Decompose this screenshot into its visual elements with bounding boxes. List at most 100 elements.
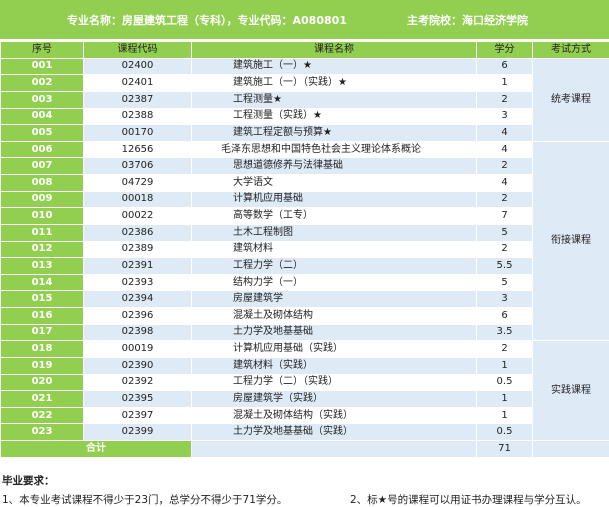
table-row: 019 02390 建筑材料（实践） 1 <box>0 356 609 375</box>
row-seq: 017 <box>0 323 84 342</box>
row-course-code: 02398 <box>83 323 192 342</box>
table-row: 001 02400 建筑施工（一）★ 6 统考课程 <box>0 57 609 142</box>
row-credit: 3 <box>476 290 533 308</box>
header-banner: 专业名称：房屋建筑工程（专科），专业代码：A080801 主考院校：海口经济学院 <box>0 0 609 39</box>
row-seq: 001 <box>0 57 84 76</box>
row-course-name: 混凝土及砌体结构 <box>191 307 477 325</box>
requirements-title: 毕业要求： <box>2 475 55 487</box>
row-credit: 5 <box>476 223 533 242</box>
row-course-name: 混凝土及砌体结构（实践） <box>191 406 477 425</box>
row-course-code: 02392 <box>83 373 192 392</box>
table-row: 002 02401 建筑施工（一）（实践）★ 1 <box>0 74 609 92</box>
row-course-code: 02393 <box>83 273 192 292</box>
col-header-name: 课程名称 <box>191 41 477 59</box>
row-credit: 2 <box>476 340 533 358</box>
row-seq: 019 <box>0 356 84 375</box>
row-course-code: 00170 <box>83 124 192 142</box>
row-credit: 0.5 <box>476 423 533 441</box>
table-row: 007 03706 思想道德修养与法律基础 2 <box>0 157 609 175</box>
col-header-code: 课程代码 <box>83 41 192 59</box>
col-header-method: 考试方式 <box>532 41 609 59</box>
total-name-cell <box>191 440 477 458</box>
table-row: 015 02394 房屋建筑学 3 <box>0 290 609 308</box>
row-credit: 2 <box>476 90 533 109</box>
school-label: 主考院校：海口经济学院 <box>407 13 528 27</box>
row-credit: 6 <box>476 307 533 325</box>
row-seq: 013 <box>0 257 84 275</box>
row-course-name: 工程测量★ <box>191 90 477 109</box>
table-header-row: 序号 课程代码 课程名称 学分 考试方式 <box>0 41 609 59</box>
row-seq: 022 <box>0 406 84 425</box>
total-method-cell <box>532 440 609 458</box>
row-seq: 007 <box>0 157 84 175</box>
table-row: 009 00018 计算机应用基础 2 <box>0 190 609 209</box>
row-seq: 018 <box>0 340 84 358</box>
row-course-name: 高等数学（工专） <box>191 207 477 225</box>
row-course-code: 02388 <box>83 107 192 126</box>
row-course-code: 02389 <box>83 240 192 259</box>
row-seq: 002 <box>0 74 84 92</box>
total-credit: 71 <box>476 440 533 458</box>
row-seq: 003 <box>0 90 84 109</box>
row-seq: 009 <box>0 190 84 209</box>
row-course-name: 结构力学（一） <box>191 273 477 292</box>
row-exam-method: 衔接课程 <box>532 140 609 342</box>
table-row: 020 02392 工程力学（二）（实践） 0.5 <box>0 373 609 392</box>
row-credit: 3.5 <box>476 323 533 342</box>
row-course-name: 建筑材料 <box>191 240 477 259</box>
table-row: 003 02387 工程测量★ 2 <box>0 90 609 109</box>
table-row: 010 00022 高等数学（工专） 7 <box>0 207 609 225</box>
requirement-item-2: 2、标★号的课程可以用证书办理课程与学分互认。 <box>350 494 587 506</box>
row-credit: 2 <box>476 240 533 259</box>
row-course-code: 02391 <box>83 257 192 275</box>
table-row: 012 02389 建筑材料 2 <box>0 240 609 259</box>
row-seq: 005 <box>0 124 84 142</box>
table-row: 022 02397 混凝土及砌体结构（实践） 1 <box>0 406 609 425</box>
row-course-name: 工程测量（实践）★ <box>191 107 477 126</box>
table-row: 013 02391 工程力学（二） 5.5 <box>0 257 609 275</box>
row-course-name: 房屋建筑学（实践） <box>191 390 477 408</box>
row-seq: 020 <box>0 373 84 392</box>
row-seq: 021 <box>0 390 84 408</box>
table-row: 011 02386 土木工程制图 5 <box>0 223 609 242</box>
row-seq: 012 <box>0 240 84 259</box>
row-credit: 4 <box>476 124 533 142</box>
table-body: 001 02400 建筑施工（一）★ 6 统考课程 002 02401 建筑施工（一）（实践）… <box>0 57 609 458</box>
row-course-code: 02390 <box>83 356 192 375</box>
total-row: 合计 71 <box>0 440 609 458</box>
row-course-name: 大学语文 <box>191 174 477 192</box>
total-label: 合计 <box>0 440 192 458</box>
row-course-code: 00022 <box>83 207 192 225</box>
row-seq: 010 <box>0 207 84 225</box>
course-table: 序号 课程代码 课程名称 学分 考试方式 001 02400 建筑施工（一）★ 6 统考… <box>0 41 609 458</box>
row-seq: 015 <box>0 290 84 308</box>
row-course-code: 02399 <box>83 423 192 441</box>
row-course-code: 02395 <box>83 390 192 408</box>
row-seq: 008 <box>0 174 84 192</box>
major-label: 专业名称：房屋建筑工程（专科），专业代码：A080801 <box>67 13 347 27</box>
table-row: 014 02393 结构力学（一） 5 <box>0 273 609 292</box>
requirement-item-1: 1、本专业考试课程不得少于23门，总学分不得少于71学分。 <box>2 494 288 506</box>
row-course-name: 工程力学（二）（实践） <box>191 373 477 392</box>
row-credit: 5.5 <box>476 257 533 275</box>
row-course-name: 建筑材料（实践） <box>191 356 477 375</box>
row-exam-method: 统考课程 <box>532 57 609 142</box>
row-course-name: 建筑施工（一）★ <box>191 57 477 76</box>
row-course-name: 土力学及地基基础（实践） <box>191 423 477 441</box>
row-course-code: 00018 <box>83 190 192 209</box>
row-course-name: 计算机应用基础 <box>191 190 477 209</box>
col-header-credit: 学分 <box>476 41 533 59</box>
row-course-name: 土力学及地基基础 <box>191 323 477 342</box>
row-course-code: 00019 <box>83 340 192 358</box>
row-credit: 1 <box>476 356 533 375</box>
row-credit: 5 <box>476 273 533 292</box>
row-credit: 4 <box>476 174 533 192</box>
row-course-name: 建筑工程定额与预算★ <box>191 124 477 142</box>
col-header-seq: 序号 <box>0 41 84 59</box>
row-course-code: 02397 <box>83 406 192 425</box>
row-credit: 1 <box>476 390 533 408</box>
row-credit: 7 <box>476 207 533 225</box>
row-course-code: 02396 <box>83 307 192 325</box>
row-credit: 1 <box>476 74 533 92</box>
table-row: 017 02398 土力学及地基基础 3.5 <box>0 323 609 342</box>
